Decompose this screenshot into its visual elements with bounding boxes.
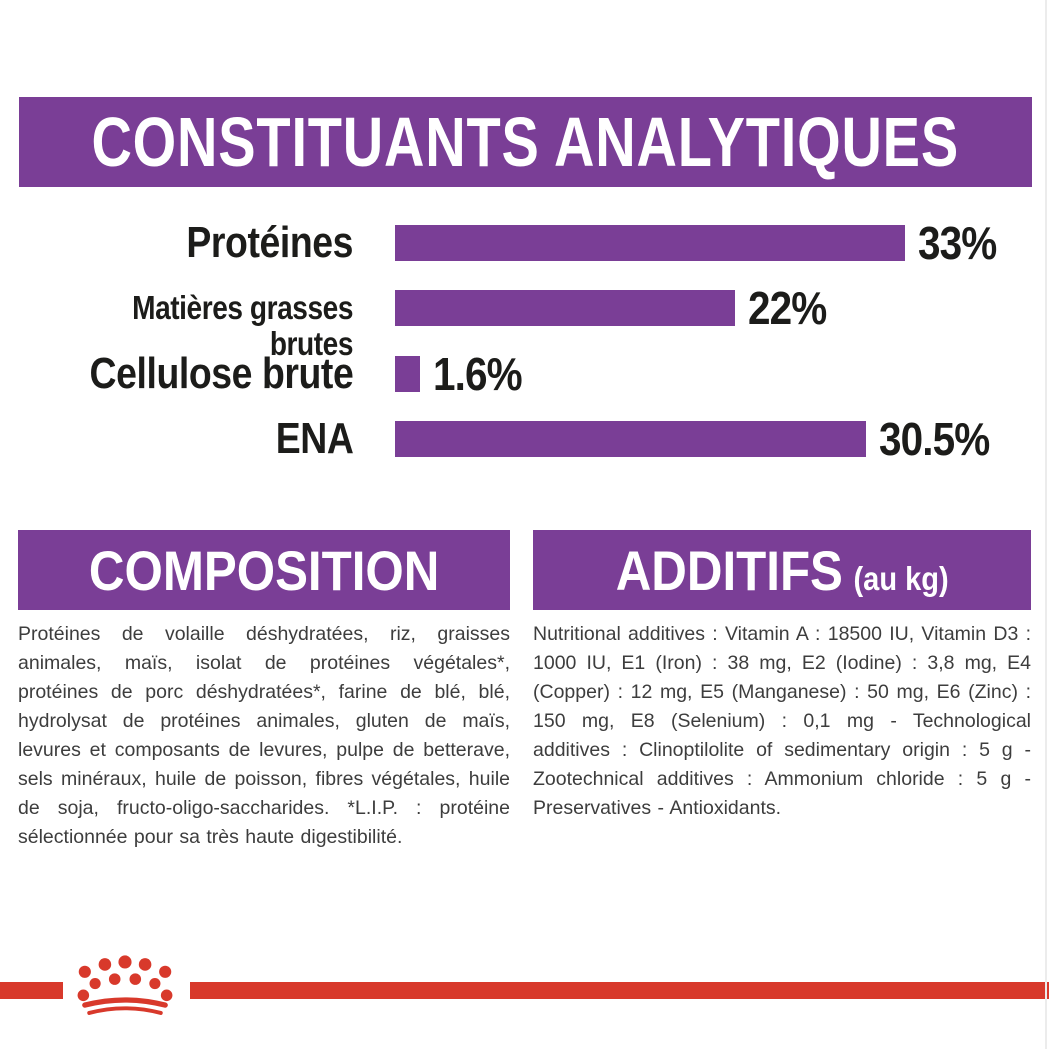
chart-row: Protéines 33% <box>0 217 1049 269</box>
analytical-constituents-banner: CONSTITUANTS ANALYTIQUES <box>19 97 1032 187</box>
chart-category-label: Matières grasses brutes <box>132 289 353 362</box>
additives-title: ADDITIFS <box>615 538 843 602</box>
chart-category-label: Protéines <box>186 218 353 267</box>
chart-row: ENA 30.5% <box>0 413 1049 465</box>
footer-red-rule-left <box>0 982 63 999</box>
chart-value-label: 33% <box>918 217 997 269</box>
composition-title: COMPOSITION <box>88 538 440 602</box>
chart-bar <box>395 290 735 326</box>
chart-row: Cellulose brute 1.6% <box>0 348 1049 400</box>
composition-banner: COMPOSITION <box>18 530 510 610</box>
chart-bar <box>395 356 420 392</box>
additives-body: Nutritional additives : Vitamin A : 1850… <box>533 623 1031 819</box>
chart-bar <box>395 225 905 261</box>
chart-value-label: 22% <box>748 282 827 334</box>
analytical-constituents-title: CONSTITUANTS ANALYTIQUES <box>91 103 960 181</box>
additives-unit-note: (au kg) <box>853 559 949 597</box>
additives-banner: ADDITIFS (au kg) <box>533 530 1031 610</box>
chart-category-label: Cellulose brute <box>89 349 353 398</box>
chart-bar <box>395 421 867 457</box>
chart-value-label: 30.5% <box>879 413 990 465</box>
chart-row: Matières grasses brutes 22% <box>0 282 1049 362</box>
footer-red-rule-right <box>190 982 1049 999</box>
card-edge-line <box>1045 0 1047 1049</box>
composition-body: Protéines de volaille déshydratées, riz,… <box>18 623 510 848</box>
royal-canin-crown-logo <box>77 955 173 1015</box>
chart-value-label: 1.6% <box>432 348 523 400</box>
chart-category-label: ENA <box>275 414 353 463</box>
